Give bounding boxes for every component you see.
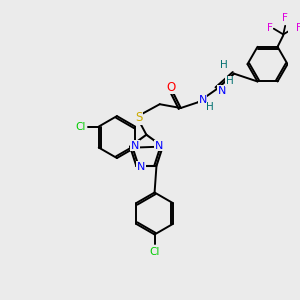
Text: H: H <box>206 102 214 112</box>
Text: F: F <box>296 23 300 33</box>
Text: H: H <box>220 60 227 70</box>
Text: Cl: Cl <box>75 122 86 132</box>
Text: S: S <box>135 111 142 124</box>
Text: F: F <box>282 13 288 23</box>
Text: N: N <box>137 162 145 172</box>
Text: F: F <box>267 23 273 33</box>
Text: N: N <box>130 141 139 151</box>
Text: Cl: Cl <box>149 247 160 257</box>
Text: N: N <box>155 141 163 151</box>
Text: N: N <box>218 86 226 96</box>
Text: H: H <box>226 76 233 86</box>
Text: O: O <box>167 80 176 94</box>
Text: N: N <box>199 95 207 105</box>
